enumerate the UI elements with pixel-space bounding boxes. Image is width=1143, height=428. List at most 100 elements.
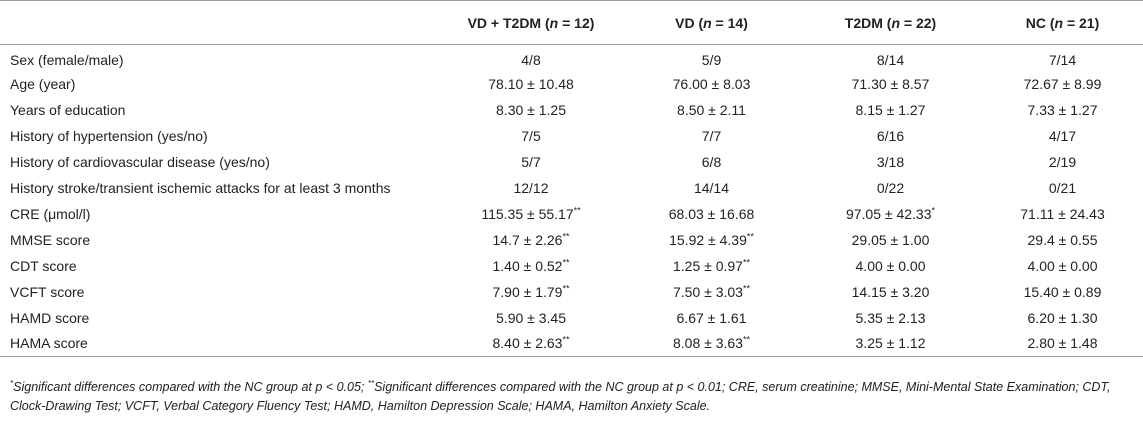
cell-value: 3/18 bbox=[876, 153, 905, 170]
header-suffix: = 22) bbox=[900, 14, 937, 31]
footnote-part-2: Significant differences compared with th… bbox=[10, 380, 1111, 413]
cell-value: 115.35 ± 55.17 bbox=[481, 205, 574, 222]
cell-value: 12/12 bbox=[513, 179, 549, 196]
table-cell: 7.90 ± 1.79** bbox=[438, 279, 624, 305]
table-cell: 1.25 ± 0.97** bbox=[624, 253, 799, 279]
row-label: Years of education bbox=[10, 101, 126, 118]
header-suffix: = 12) bbox=[558, 14, 595, 31]
significance-marker: ** bbox=[742, 282, 750, 293]
table-row: MMSE score 14.7 ± 2.26** 15.92 ± 4.39** 29.… bbox=[0, 227, 1143, 253]
cell-value: 29.05 ± 1.00 bbox=[851, 231, 930, 248]
row-label: History of hypertension (yes/no) bbox=[10, 127, 208, 144]
table-cell: 29.4 ± 0.55 bbox=[982, 227, 1143, 253]
table-cell: 7/5 bbox=[438, 123, 624, 149]
row-label: CDT score bbox=[10, 257, 77, 274]
cell-value: 4/17 bbox=[1048, 127, 1077, 144]
footnote-part-1: Significant differences compared with th… bbox=[13, 380, 368, 394]
header-cell-group-3: T2DM (n = 22) bbox=[799, 0, 982, 45]
table-cell: 5/7 bbox=[438, 149, 624, 175]
table-cell: 5/9 bbox=[624, 45, 799, 71]
table-cell: 4/8 bbox=[438, 45, 624, 71]
cell-value: 2.80 ± 1.48 bbox=[1027, 335, 1098, 352]
header-prefix: VD + T2DM ( bbox=[467, 14, 550, 31]
significance-marker: ** bbox=[562, 334, 570, 345]
table-cell: 14/14 bbox=[624, 175, 799, 201]
cell-value: 0/21 bbox=[1048, 179, 1077, 196]
header-n: n bbox=[549, 14, 559, 31]
table-cell: 76.00 ± 8.03 bbox=[624, 71, 799, 97]
cell-value: 8.30 ± 1.25 bbox=[496, 101, 566, 118]
table-cell: 0/22 bbox=[799, 175, 982, 201]
cell-value: 1.25 ± 0.97 bbox=[673, 257, 743, 274]
header-prefix: VD ( bbox=[675, 14, 704, 31]
table-cell: 7.33 ± 1.27 bbox=[982, 97, 1143, 123]
significance-marker: ** bbox=[562, 282, 570, 293]
significance-marker: * bbox=[931, 204, 936, 215]
significance-marker: ** bbox=[746, 230, 754, 241]
table-cell: 14.7 ± 2.26** bbox=[438, 227, 624, 253]
cell-value: 8.50 ± 2.11 bbox=[677, 101, 746, 118]
table-cell: 8/14 bbox=[799, 45, 982, 71]
table-cell: 8.50 ± 2.11 bbox=[624, 97, 799, 123]
header-prefix: T2DM ( bbox=[844, 14, 892, 31]
cell-value: 8.08 ± 3.63 bbox=[673, 335, 743, 352]
cell-value: 5.90 ± 3.45 bbox=[496, 309, 566, 326]
header-cell-group-1: VD + T2DM (n = 12) bbox=[438, 0, 624, 45]
header-n: n bbox=[1054, 14, 1064, 31]
table-body: Sex (female/male) 4/8 5/9 8/14 7/14 Age (year… bbox=[0, 45, 1143, 357]
cell-value: 7.90 ± 1.79 bbox=[492, 283, 563, 300]
header-prefix: NC ( bbox=[1025, 14, 1055, 31]
cell-value: 5.35 ± 2.13 bbox=[855, 309, 926, 326]
cell-value: 7/7 bbox=[701, 127, 722, 144]
header-suffix: = 14) bbox=[711, 14, 748, 31]
cell-value: 3.25 ± 1.12 bbox=[855, 335, 926, 352]
cell-value: 4/8 bbox=[521, 51, 541, 68]
cell-value: 14/14 bbox=[693, 179, 730, 196]
cell-value: 14.15 ± 3.20 bbox=[851, 283, 930, 300]
significance-marker: ** bbox=[562, 256, 570, 267]
row-label: MMSE score bbox=[10, 231, 91, 248]
footnote-star-1: * bbox=[10, 378, 14, 388]
table-cell: 8.30 ± 1.25 bbox=[438, 97, 624, 123]
table-cell: 97.05 ± 42.33* bbox=[799, 201, 982, 227]
cell-value: 8/14 bbox=[876, 51, 905, 68]
demographics-table: VD + T2DM (n = 12) VD (n = 14) T2DM (n = 2… bbox=[0, 0, 1143, 357]
table-cell: 68.03 ± 16.68 bbox=[624, 201, 799, 227]
table-cell: 3.25 ± 1.12 bbox=[799, 330, 982, 357]
table-cell: 71.30 ± 8.57 bbox=[799, 71, 982, 97]
footnote-star-2: ** bbox=[367, 378, 375, 388]
cell-value: 72.67 ± 8.99 bbox=[1023, 75, 1102, 92]
table-row: History of hypertension (yes/no) 7/5 7/7 6/… bbox=[0, 123, 1143, 149]
cell-value: 2/19 bbox=[1048, 153, 1077, 170]
table-cell: 115.35 ± 55.17** bbox=[438, 201, 624, 227]
significance-marker: ** bbox=[742, 256, 750, 267]
cell-value: 5/9 bbox=[701, 51, 722, 68]
table-row: HAMD score 5.90 ± 3.45 6.67 ± 1.61 5.35 ± 2… bbox=[0, 305, 1143, 331]
cell-value: 6.20 ± 1.30 bbox=[1027, 309, 1098, 326]
cell-value: 29.4 ± 0.55 bbox=[1027, 231, 1098, 248]
row-label: HAMA score bbox=[0, 330, 438, 357]
table-cell: 8.08 ± 3.63** bbox=[624, 330, 799, 357]
table-cell: 4/17 bbox=[982, 123, 1143, 149]
cell-value: 6.67 ± 1.61 bbox=[676, 309, 747, 326]
table-footnote: *Significant differences compared with t… bbox=[10, 378, 1135, 416]
table-cell: 15.40 ± 0.89 bbox=[982, 279, 1143, 305]
cell-value: 71.11 ± 24.43 bbox=[1020, 205, 1105, 222]
table-header-row: VD + T2DM (n = 12) VD (n = 14) T2DM (n = 2… bbox=[0, 0, 1143, 45]
cell-value: 14.7 ± 2.26 bbox=[492, 231, 563, 248]
cell-value: 6/16 bbox=[876, 127, 905, 144]
table-cell: 71.11 ± 24.43 bbox=[982, 201, 1143, 227]
header-n: n bbox=[703, 14, 712, 31]
table-row: Age (year) 78.10 ± 10.48 76.00 ± 8.03 71.30… bbox=[0, 71, 1143, 97]
header-n: n bbox=[891, 14, 901, 31]
table-cell: 0/21 bbox=[982, 175, 1143, 201]
header-cell-group-4: NC (n = 21) bbox=[982, 0, 1143, 45]
table-cell: 3/18 bbox=[799, 149, 982, 175]
table-row: VCFT score 7.90 ± 1.79** 7.50 ± 3.03** 14.1… bbox=[0, 279, 1143, 305]
cell-value: 4.00 ± 0.00 bbox=[855, 257, 926, 274]
significance-marker: ** bbox=[742, 334, 750, 345]
significance-marker: ** bbox=[573, 204, 581, 215]
header-cell-label bbox=[0, 0, 438, 45]
table-cell: 4.00 ± 0.00 bbox=[799, 253, 982, 279]
data-table-container: VD + T2DM (n = 12) VD (n = 14) T2DM (n = 2… bbox=[0, 0, 1143, 357]
